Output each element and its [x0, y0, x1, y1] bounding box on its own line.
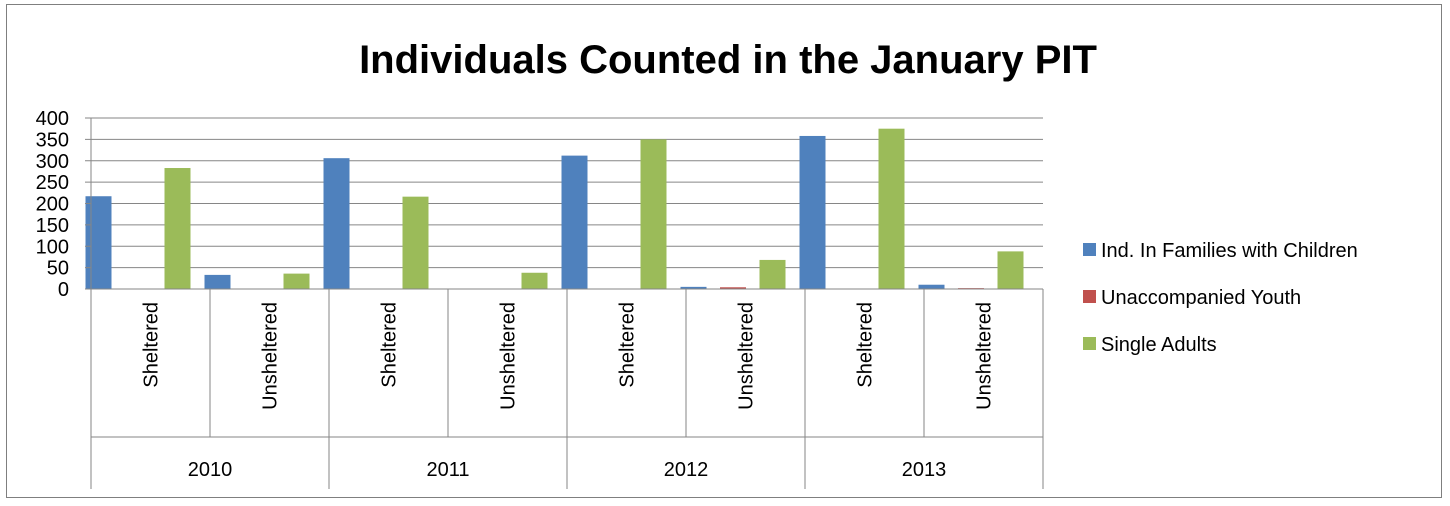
category-label: Unsheltered [260, 302, 282, 410]
bar [918, 284, 945, 289]
category-label: Unsheltered [736, 302, 758, 410]
category-label: Sheltered [855, 302, 877, 388]
chart-svg: Individuals Counted in the January PIT 0… [36, 38, 1358, 489]
group-label: 2010 [188, 459, 233, 481]
bar [323, 158, 350, 289]
category-label: Sheltered [379, 302, 401, 388]
legend-label: Ind. In Families with Children [1101, 240, 1358, 262]
bar [878, 128, 905, 289]
legend-label: Unaccompanied Youth [1101, 287, 1301, 309]
y-tick-label: 400 [36, 108, 69, 130]
legend: Ind. In Families with Children Unaccompan… [1083, 240, 1358, 356]
bar [799, 135, 826, 289]
chart-title: Individuals Counted in the January PIT [359, 38, 1097, 82]
y-tick-label: 350 [36, 129, 69, 151]
category-label: Unsheltered [974, 302, 996, 410]
bar [997, 251, 1024, 289]
y-tick-label: 0 [58, 279, 69, 301]
legend-swatch [1083, 243, 1096, 256]
bar [680, 286, 707, 289]
bar [720, 287, 746, 289]
category-label: Sheltered [141, 302, 163, 388]
group-label: 2011 [426, 459, 469, 481]
bar [85, 196, 112, 289]
bar [640, 139, 667, 289]
legend-label: Single Adults [1101, 334, 1217, 356]
bar [283, 273, 310, 289]
category-label: Unsheltered [498, 302, 520, 410]
group-label: 2013 [902, 459, 947, 481]
bar [402, 196, 429, 289]
bar [204, 274, 231, 289]
y-tick-label: 50 [47, 258, 69, 280]
group-label: 2012 [664, 459, 709, 481]
bar [164, 168, 191, 289]
y-tick-label: 150 [36, 215, 69, 237]
y-tick-label: 100 [36, 236, 69, 258]
y-tick-label: 250 [36, 172, 69, 194]
y-tick-label: 300 [36, 151, 69, 173]
chart-frame: Individuals Counted in the January PIT 0… [6, 4, 1442, 498]
bar [521, 272, 548, 289]
bar [759, 259, 786, 289]
legend-swatch [1083, 337, 1096, 350]
category-label: Sheltered [617, 302, 639, 388]
y-tick-label: 200 [36, 194, 69, 216]
legend-swatch [1083, 290, 1096, 303]
bar [561, 155, 588, 289]
bars [85, 128, 1024, 289]
